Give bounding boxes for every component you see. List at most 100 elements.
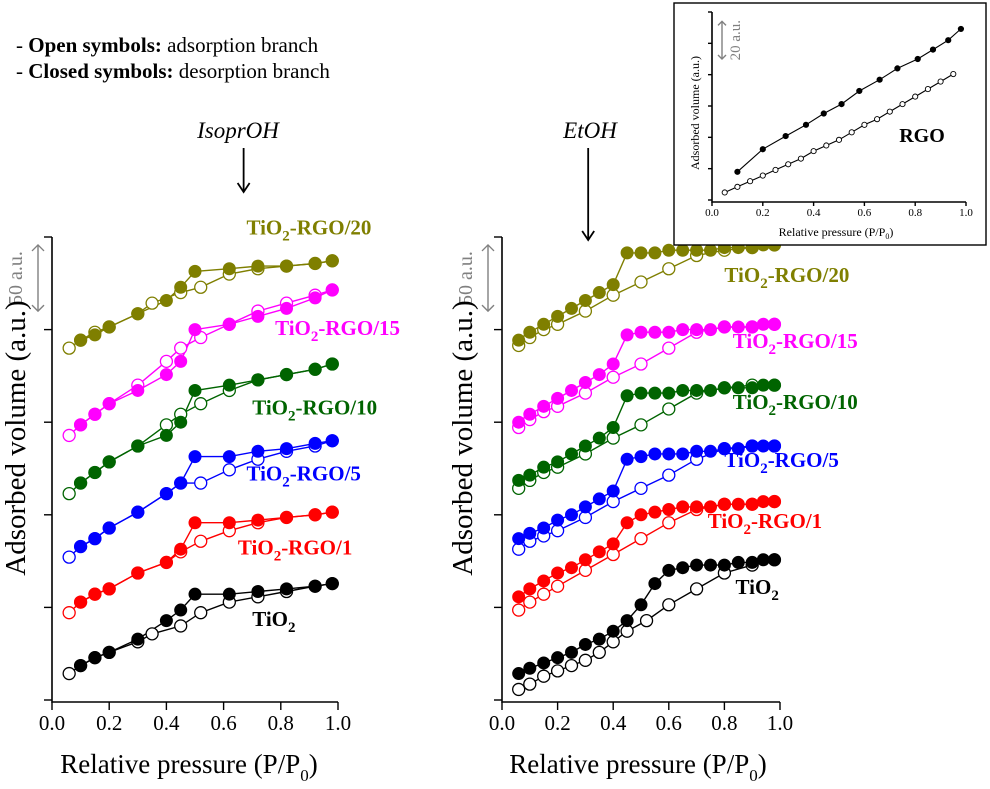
rgo-desorption-point	[838, 101, 845, 108]
isoprop-adsorption-point	[62, 341, 76, 355]
ethanol-desorption-point	[620, 246, 634, 260]
isoprop-desorption-point	[308, 362, 322, 376]
isoprop-adsorption-point	[194, 397, 208, 411]
rgo-x-tick-label: 0.8	[908, 207, 922, 219]
isoprop-desorption-point	[188, 450, 202, 464]
ethanol-desorption-point	[592, 492, 606, 506]
ethanol-desorption-point	[704, 558, 717, 572]
ethanol-adsorption-point	[578, 653, 593, 667]
isoprop-scale-bar-arrow-up	[31, 243, 45, 252]
rgo-adsorption-point	[810, 148, 817, 155]
isoprop-adsorption-point	[62, 486, 76, 501]
isoprop-desorption-point	[188, 516, 202, 530]
isoprop-desorption-point	[102, 645, 116, 659]
isoprop-x-tick-label: 1.0	[325, 711, 351, 735]
ethanol-desorption-point	[537, 574, 551, 588]
ethanol-desorption-point	[578, 553, 592, 567]
isoprop-panel-title: IsoprOH	[196, 118, 280, 143]
ethanol-adsorption-point	[537, 587, 551, 601]
ethanol-plot-area: 0.0 0.2 0.4 0.6 0.8 1.0 50 a.u. TiO2 TiO2-RGO/1 T…	[455, 148, 858, 735]
ethanol-series-2: TiO2-RGO/5	[512, 439, 839, 556]
isoprop-desorption-point	[159, 293, 173, 307]
rgo-scale-bar-arrow-up	[717, 20, 727, 26]
ethanol-desorption-point	[731, 381, 745, 395]
isoprop-series-label: TiO2-RGO/10	[252, 395, 377, 424]
isoprop-desorption-point	[88, 465, 102, 479]
ethanol-desorption-point	[537, 317, 551, 331]
ethanol-desorption-point	[512, 590, 526, 604]
isoprop-desorption-point	[325, 254, 339, 268]
ethanol-desorption-point	[717, 558, 731, 572]
ethanol-desorption-point	[717, 320, 731, 334]
rgo-adsorption-point	[924, 86, 931, 93]
isoprop-series-5: TiO2-RGO/20	[62, 215, 371, 355]
ethanol-panel-title: EtOH	[562, 118, 618, 143]
ethanol-desorption-point	[551, 391, 565, 405]
isoprop-desorption-point	[102, 397, 116, 411]
rgo-adsorption-point	[835, 136, 843, 143]
isoprop-desorption-point	[251, 585, 265, 599]
ethanol-desorption-point	[676, 243, 690, 257]
isoprop-desorption-point	[131, 632, 145, 646]
ethanol-scale-bar-label: 50 a.u.	[455, 251, 477, 305]
ethanol-desorption-point	[578, 439, 592, 453]
ethanol-desorption-point	[592, 545, 606, 559]
rgo-desorption-point	[929, 46, 937, 53]
ethanol-desorption-point	[731, 442, 745, 456]
isoprop-x-tick-label: 0.0	[39, 711, 65, 735]
ethanol-desorption-point	[676, 323, 690, 337]
ethanol-desorption-point	[648, 325, 662, 339]
isoprop-series-4: TiO2-RGO/15	[62, 283, 400, 443]
isoprop-desorption-point	[159, 428, 173, 442]
isoprop-x-tick-label: 0.4	[153, 711, 180, 735]
ethanol-adsorption-point	[634, 357, 648, 371]
rgo-desorption-point	[945, 37, 952, 44]
ethanol-desorption-point	[756, 553, 770, 567]
ethanol-desorption-point	[648, 246, 662, 260]
ethanol-desorption-point	[634, 246, 648, 260]
ethanol-adsorption-point	[564, 658, 579, 673]
ethanol-desorption-point	[676, 561, 690, 575]
isoprop-desorption-point	[188, 323, 202, 337]
ethanol-series-1: TiO2-RGO/1	[512, 494, 822, 617]
ethanol-desorption-point	[745, 555, 759, 569]
ethanol-desorption-point	[704, 243, 717, 257]
ethanol-desorption-point	[537, 521, 551, 535]
ethanol-desorption-point	[606, 537, 620, 551]
isoprop-desorption-point	[325, 434, 339, 448]
ethanol-desorption-point	[717, 442, 731, 456]
ethanol-desorption-point	[620, 328, 634, 342]
ethanol-desorption-point	[620, 389, 634, 403]
ethanol-adsorption-point	[512, 682, 526, 697]
ethanol-x-tick-label: 0.0	[489, 711, 515, 735]
isoprop-series-label: TiO2-RGO/1	[238, 535, 352, 564]
isoprop-series-3: TiO2-RGO/10	[62, 357, 377, 501]
ethanol-desorption-point	[676, 500, 690, 514]
ethanol-desorption-point	[662, 447, 676, 461]
ethanol-desorption-point	[648, 447, 662, 461]
ethanol-desorption-point	[704, 323, 717, 337]
ethanol-series-label: TiO2-RGO/1	[708, 509, 822, 538]
ethanol-series-label: TiO2-RGO/10	[733, 390, 858, 419]
ethanol-desorption-point	[662, 325, 676, 339]
isoprop-desorption-point	[102, 320, 116, 334]
isoprop-scale-bar-arrow-down	[31, 304, 45, 313]
isoprop-desorption-point	[74, 418, 88, 432]
ethanol-adsorption-point	[523, 595, 537, 609]
ethanol-desorption-point	[551, 566, 565, 580]
isoprop-desorption-point	[280, 582, 294, 596]
ethanol-adsorption-point	[550, 664, 565, 678]
ethanol-desorption-point	[767, 553, 781, 567]
isoprop-desorption-point	[280, 301, 294, 315]
isoprop-desorption-point	[74, 476, 88, 490]
ethanol-x-tick-label: 0.6	[656, 711, 682, 735]
isoprop-desorption-point	[188, 383, 202, 397]
isoprop-scale-bar-label: 50 a.u.	[5, 251, 27, 305]
isoprop-desorption-point	[131, 383, 145, 397]
isoprop-adsorption-point	[62, 550, 76, 564]
isoprop-desorption-point	[159, 487, 173, 501]
isoprop-desorption-point	[251, 373, 265, 387]
ethanol-desorption-point	[767, 495, 781, 509]
ethanol-series-4: TiO2-RGO/15	[512, 317, 858, 435]
ethanol-desorption-point	[745, 320, 759, 334]
